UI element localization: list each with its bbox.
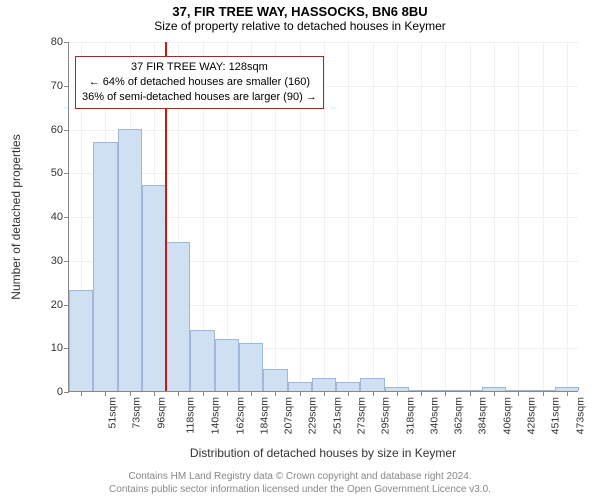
xtick-mark	[178, 391, 179, 396]
xtick-mark	[494, 391, 495, 396]
ytick-label: 50	[51, 167, 69, 179]
gridline-v	[470, 42, 471, 391]
xtick-label: 184sqm	[258, 397, 270, 434]
histogram-bar	[93, 142, 117, 391]
xtick-label: 73sqm	[131, 397, 143, 429]
xtick-mark	[567, 391, 568, 396]
footer-attribution: Contains HM Land Registry data © Crown c…	[0, 471, 600, 496]
gridline-v	[543, 42, 544, 391]
xtick-mark	[81, 391, 82, 396]
gridline-v	[518, 42, 519, 391]
xtick-mark	[324, 391, 325, 396]
xtick-mark	[105, 391, 106, 396]
x-axis-label: Distribution of detached houses by size …	[68, 446, 578, 460]
annotation-box: 37 FIR TREE WAY: 128sqm← 64% of detached…	[75, 56, 324, 109]
xtick-mark	[470, 391, 471, 396]
gridline-v	[494, 42, 495, 391]
xtick-label: 273sqm	[355, 397, 367, 434]
histogram-bar	[263, 369, 287, 391]
xtick-mark	[518, 391, 519, 396]
gridline-v	[324, 42, 325, 391]
xtick-label: 96sqm	[155, 397, 167, 429]
histogram-bar	[312, 378, 336, 391]
ytick-label: 10	[51, 342, 69, 354]
gridline-v	[348, 42, 349, 391]
histogram-bar	[118, 129, 142, 392]
histogram-bar	[190, 330, 214, 391]
xtick-mark	[203, 391, 204, 396]
plot-area: 0102030405060708051sqm73sqm96sqm118sqm14…	[68, 42, 578, 392]
xtick-label: 362sqm	[453, 397, 465, 434]
xtick-mark	[421, 391, 422, 396]
histogram-bar	[360, 378, 384, 391]
histogram-bar	[166, 242, 190, 391]
ytick-label: 20	[51, 299, 69, 311]
footer-line1: Contains HM Land Registry data © Crown c…	[0, 471, 600, 484]
xtick-label: 295sqm	[380, 397, 392, 434]
xtick-mark	[275, 391, 276, 396]
annotation-line: 37 FIR TREE WAY: 128sqm	[82, 60, 317, 75]
ytick-label: 60	[51, 124, 69, 136]
xtick-mark	[445, 391, 446, 396]
xtick-mark	[348, 391, 349, 396]
histogram-bar	[288, 382, 312, 391]
annotation-line: ← 64% of detached houses are smaller (16…	[82, 75, 317, 90]
xtick-label: 451sqm	[550, 397, 562, 434]
footer-line2: Contains public sector information licen…	[0, 484, 600, 497]
ytick-label: 40	[51, 211, 69, 223]
xtick-label: 140sqm	[210, 397, 222, 434]
ytick-label: 0	[57, 386, 69, 398]
xtick-mark	[130, 391, 131, 396]
gridline-v	[445, 42, 446, 391]
xtick-label: 229sqm	[307, 397, 319, 434]
histogram-bar	[336, 382, 360, 391]
xtick-mark	[154, 391, 155, 396]
xtick-mark	[300, 391, 301, 396]
ytick-label: 30	[51, 255, 69, 267]
gridline-v	[421, 42, 422, 391]
annotation-line: 36% of semi-detached houses are larger (…	[82, 90, 317, 105]
xtick-label: 118sqm	[185, 397, 197, 434]
xtick-mark	[373, 391, 374, 396]
chart-container: 0 10 20 30 40 50 60 70 80 51sqm 73sqm 96sqm 118sqm 14…	[0, 0, 600, 500]
ytick-label: 80	[51, 36, 69, 48]
xtick-label: 162sqm	[234, 397, 246, 434]
histogram-bar	[215, 339, 239, 392]
xtick-label: 207sqm	[283, 397, 295, 434]
histogram-bar	[142, 185, 166, 391]
xtick-mark	[251, 391, 252, 396]
xtick-label: 51sqm	[107, 397, 119, 429]
xtick-label: 473sqm	[574, 397, 586, 434]
xtick-label: 251sqm	[331, 397, 343, 434]
xtick-mark	[397, 391, 398, 396]
histogram-bar	[239, 343, 263, 391]
histogram-bar	[69, 290, 93, 391]
xtick-mark	[543, 391, 544, 396]
xtick-label: 428sqm	[525, 397, 537, 434]
xtick-mark	[227, 391, 228, 396]
y-axis-label: Number of detached properties	[9, 134, 23, 299]
xtick-label: 384sqm	[477, 397, 489, 434]
xtick-label: 318sqm	[404, 397, 416, 434]
xtick-label: 406sqm	[501, 397, 513, 434]
gridline-v	[373, 42, 374, 391]
gridline-v	[397, 42, 398, 391]
gridline-v	[567, 42, 568, 391]
xtick-label: 340sqm	[428, 397, 440, 434]
ytick-label: 70	[51, 80, 69, 92]
